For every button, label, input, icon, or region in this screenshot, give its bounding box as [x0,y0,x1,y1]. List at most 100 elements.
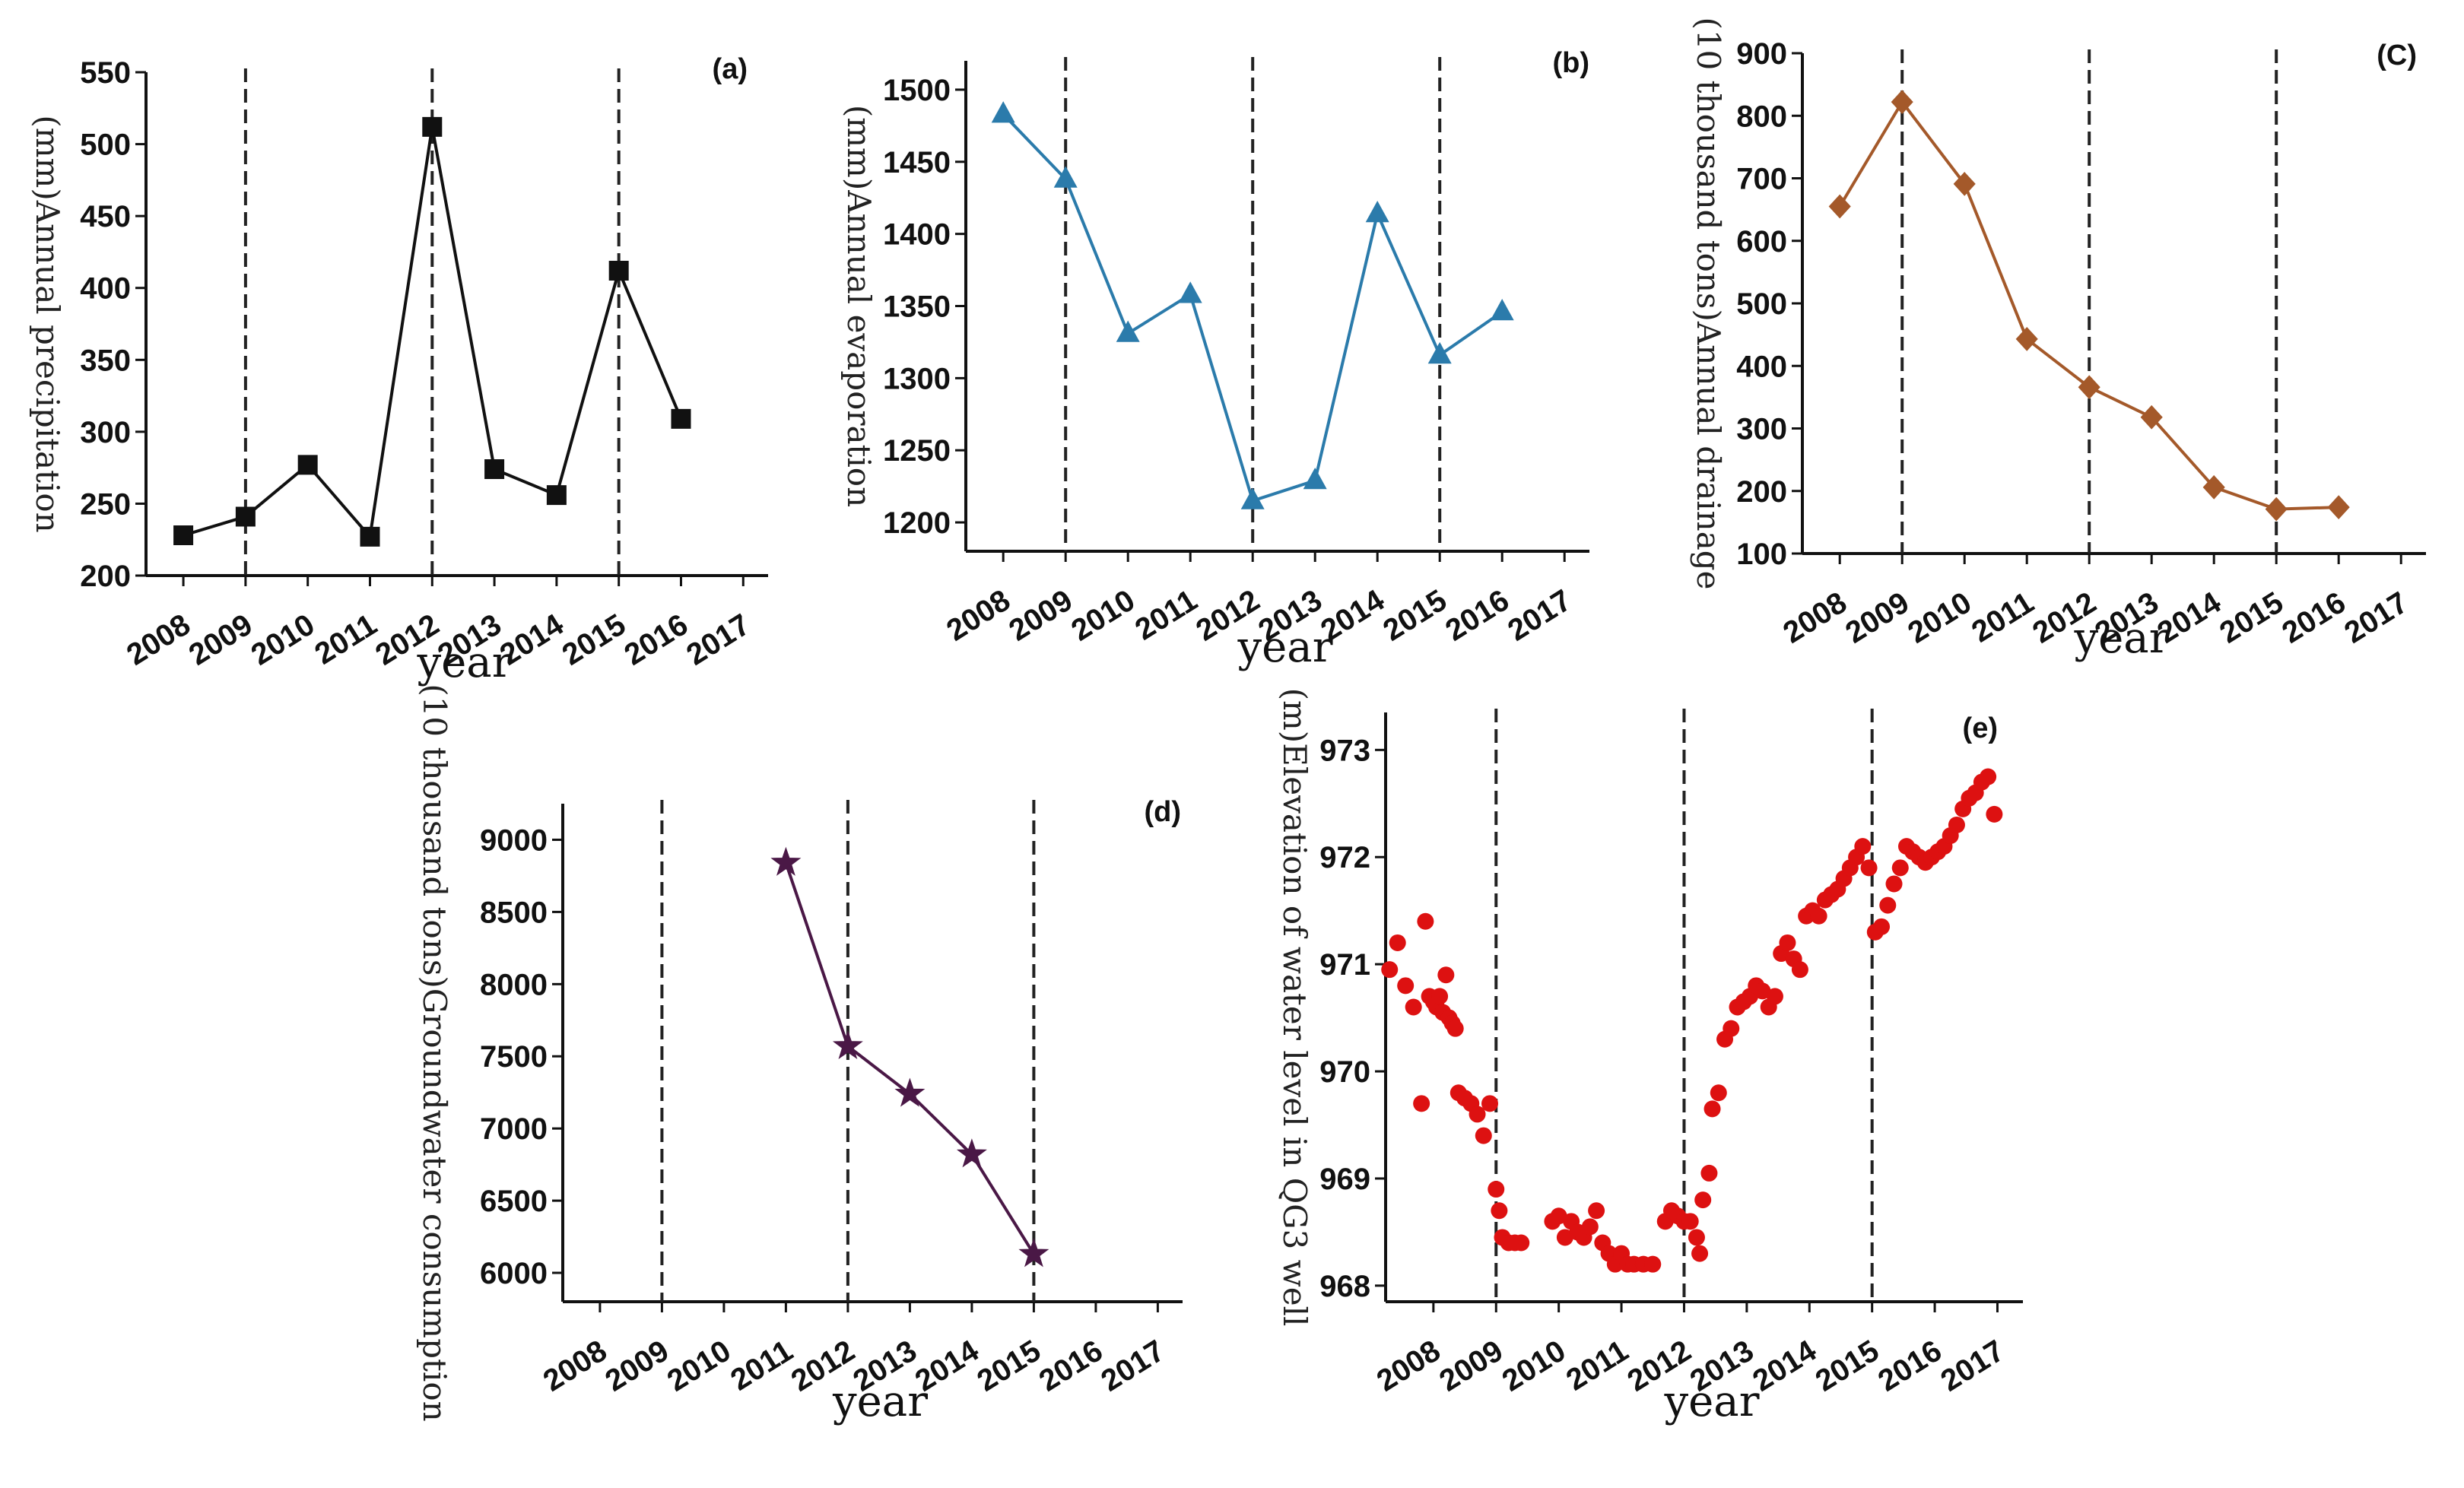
x-tick-label: 2015 [2214,585,2289,649]
data-point [1891,90,1913,115]
series-line [784,862,1036,1255]
data-point [671,408,691,429]
x-tick-label: 2008 [1777,585,1853,649]
y-tick-label: 969 [1319,1163,1370,1196]
x-tick-label: 2010 [1065,583,1141,647]
data-point [1948,816,1965,833]
x-tick-label: 2008 [1371,1334,1446,1398]
data-point [1491,1202,1508,1220]
series-line [183,126,683,541]
data-point [1953,172,1976,196]
data-point [1704,1100,1721,1118]
y-tick-label: 1200 [883,506,951,540]
x-axis-label: year [832,1377,928,1426]
data-point [1446,1020,1464,1037]
x-tick-label: 2011 [1129,583,1203,646]
panel-label: (b) [1552,47,1589,79]
y-tick-label: 300 [1736,413,1787,446]
data-point [1475,1127,1492,1144]
data-point [1469,1106,1486,1123]
data-point [2140,405,2163,430]
x-tick-label: 2016 [1034,1334,1109,1398]
y-tick-label: 100 [1736,538,1787,571]
data-point [1481,1095,1499,1112]
y-tick-label: 500 [1736,287,1787,321]
x-axis-label: year [2074,614,2170,663]
data-point [1885,875,1903,893]
data-point [2015,327,2038,351]
x-tick-label: 2011 [1561,1334,1634,1397]
data-point [1986,805,2003,823]
y-tick-label: 971 [1319,948,1370,982]
x-axis-label: year [1237,623,1333,672]
data-point [1828,194,1851,219]
data-point [422,116,443,137]
y-tick-label: 900 [1736,37,1787,71]
data-point [1413,1095,1430,1112]
y-tick-label: 1300 [883,362,951,395]
y-tick-label: 600 [1736,225,1787,259]
data-point [1389,934,1406,951]
x-tick-label: 2017 [1935,1334,2010,1398]
y-tick-label: 9000 [480,823,548,857]
x-tick-label: 2010 [662,1334,737,1398]
y-tick-label: 7500 [480,1040,548,1074]
data-point [1053,166,1078,188]
x-tick-label: 2008 [121,608,196,671]
y-tick-label: 700 [1736,163,1787,196]
y-tick-label: 968 [1319,1270,1370,1303]
panel-label: (d) [1144,796,1181,828]
data-point [1240,487,1265,509]
y-tick-label: 7000 [480,1112,548,1146]
data-point [1723,1020,1740,1037]
data-point [1303,467,1327,490]
x-tick-label: 2017 [681,608,756,671]
y-tick-label: 400 [80,272,131,306]
data-point [770,846,802,876]
data-point [1810,907,1827,925]
x-tick-label: 2016 [1872,1334,1948,1398]
x-tick-label: 2011 [725,1334,799,1397]
y-axis-label: (mm)Annual evaporation [840,105,878,507]
data-point [1490,299,1514,321]
data-point [484,459,505,480]
x-tick-label: 2009 [1003,583,1078,647]
chart-panel-a: 200 250 300 350 400 450 500 550 2008200920102011… [29,53,768,687]
data-point [297,455,318,475]
x-tick-label: 2016 [2276,585,2351,649]
chart-panel-d: 6000 6500 7000 7500 8000 8500 9000 200820092010… [416,684,1183,1426]
x-tick-label: 2017 [1095,1334,1170,1398]
data-point [2327,495,2350,520]
y-axis-label: (m)Elevation of water level in QG3 well [1276,688,1313,1327]
x-tick-label: 2015 [1810,1334,1885,1398]
x-tick-label: 2009 [1434,1334,1509,1398]
x-tick-label: 2010 [1902,585,1977,649]
data-point [1791,961,1808,979]
x-tick-label: 2016 [618,608,694,671]
data-point [894,1077,926,1107]
data-point [546,485,567,506]
data-point [1766,988,1783,1005]
chart-panel-b: 1200 1250 1300 1350 1400 1450 1500 200820092010… [840,47,1589,672]
y-tick-label: 1400 [883,218,951,252]
data-point [1980,768,1997,785]
data-point [1694,1191,1712,1209]
data-point [1018,1238,1049,1267]
y-tick-label: 1450 [883,146,951,179]
data-point [1550,1207,1567,1225]
y-tick-label: 250 [80,487,131,521]
x-tick-label: 2009 [183,608,259,671]
y-tick-label: 400 [1736,350,1787,383]
data-point [2078,375,2100,400]
data-point [2265,497,2288,522]
x-tick-label: 2017 [1502,583,1577,647]
x-tick-label: 2015 [1377,583,1453,647]
data-point [1754,982,1771,1000]
data-point [1691,1245,1709,1262]
data-point [235,506,256,527]
y-tick-label: 8500 [480,896,548,929]
x-tick-label: 2008 [538,1334,613,1398]
data-point [1431,988,1449,1005]
data-point [1116,320,1140,342]
